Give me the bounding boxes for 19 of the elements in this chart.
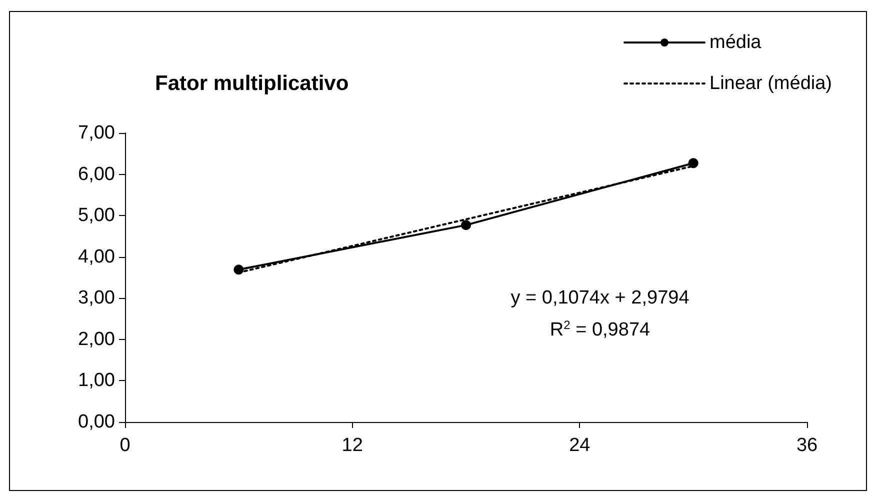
y-tick-label: 3,00 [78,288,115,309]
point [234,264,244,275]
x-tick-label: 24 [569,435,591,456]
legend-label: média [710,32,762,53]
x-tick-label: 0 [120,435,130,456]
y-tick-label: 5,00 [78,205,115,226]
y-tick-label: 4,00 [78,246,115,268]
y-tick-label: 0,00 [78,412,115,432]
point [688,158,698,168]
x-tick-label: 12 [342,435,363,456]
annotation: y = 0,1074x + 2,9794 [510,288,690,308]
legend-label: Linear (média) [710,73,832,94]
y-tick-label: 2,00 [78,328,115,350]
chart-title: Fator multiplicativo [155,72,349,95]
y-tick-label: 6,00 [78,164,115,185]
y-tick-label: 1,00 [78,370,115,392]
point [461,220,471,230]
x-tick-label: 36 [796,435,818,456]
y-tick-label: 7,00 [78,122,115,144]
